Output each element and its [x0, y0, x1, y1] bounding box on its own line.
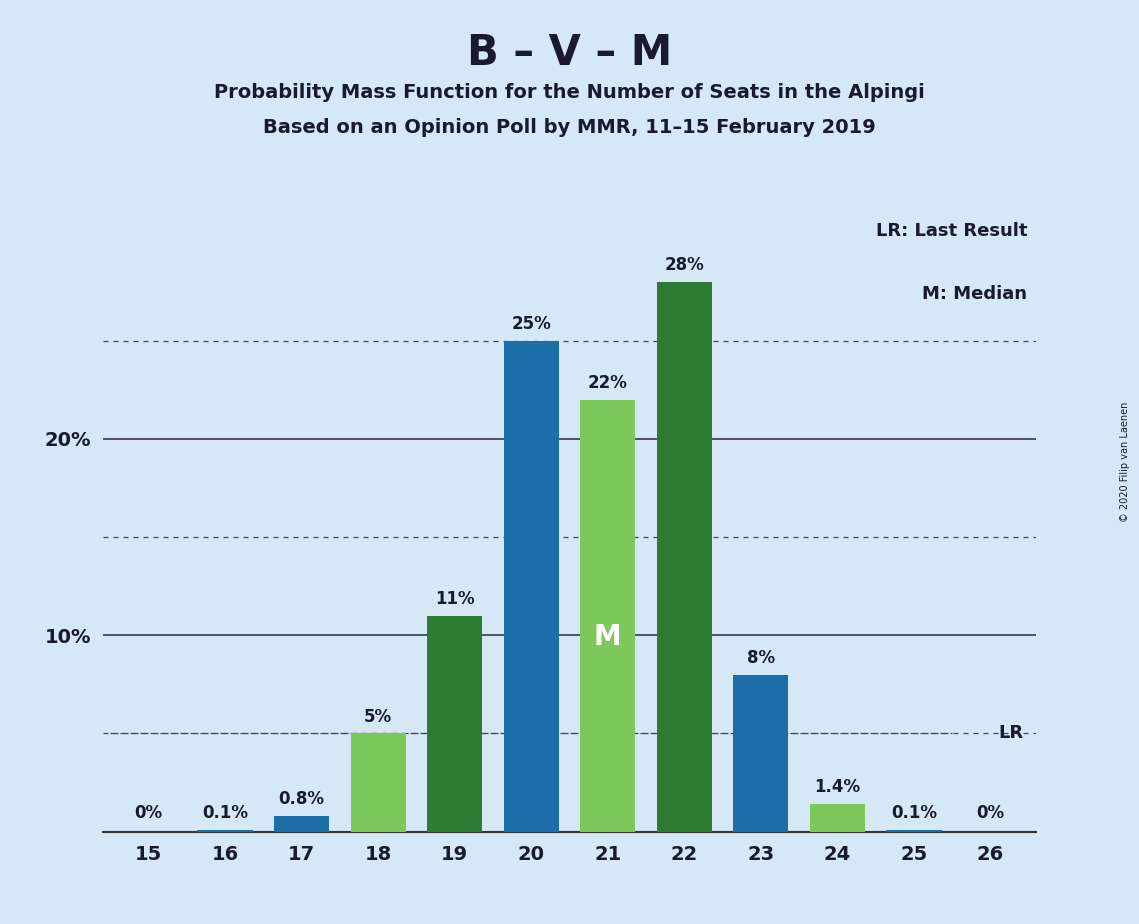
Text: Based on an Opinion Poll by MMR, 11–15 February 2019: Based on an Opinion Poll by MMR, 11–15 F… [263, 118, 876, 138]
Text: M: M [593, 623, 622, 651]
Bar [734, 675, 788, 832]
Text: 1.4%: 1.4% [814, 778, 860, 796]
Text: 0.1%: 0.1% [202, 804, 248, 821]
Text: 0.1%: 0.1% [891, 804, 937, 821]
Text: 0.8%: 0.8% [279, 790, 325, 808]
Text: © 2020 Filip van Laenen: © 2020 Filip van Laenen [1121, 402, 1130, 522]
Text: Probability Mass Function for the Number of Seats in the Alpingi: Probability Mass Function for the Number… [214, 83, 925, 103]
Bar [886, 830, 942, 832]
Text: B – V – M: B – V – M [467, 32, 672, 74]
Text: 0%: 0% [976, 804, 1005, 821]
Bar [274, 816, 329, 832]
Bar [580, 399, 636, 832]
Bar [657, 282, 712, 832]
Text: 8%: 8% [747, 649, 775, 666]
Text: 28%: 28% [664, 256, 704, 274]
Text: 22%: 22% [588, 374, 628, 392]
Bar [351, 734, 405, 832]
Bar [197, 830, 253, 832]
Text: 25%: 25% [511, 315, 551, 333]
Text: LR: LR [998, 724, 1023, 742]
Text: 11%: 11% [435, 590, 475, 608]
Text: 0%: 0% [134, 804, 163, 821]
Text: M: Median: M: Median [923, 285, 1027, 303]
Bar [810, 804, 865, 832]
Text: 5%: 5% [364, 708, 392, 725]
Bar [503, 341, 559, 832]
Text: LR: Last Result: LR: Last Result [876, 222, 1027, 240]
Bar [427, 615, 482, 832]
